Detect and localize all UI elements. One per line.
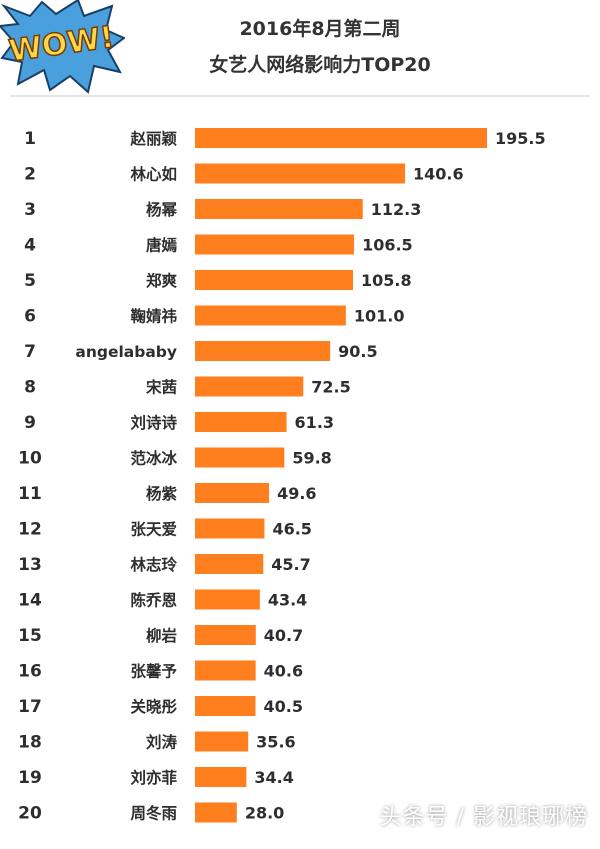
value-label: 72.5 xyxy=(311,378,350,397)
category-label: 范冰冰 xyxy=(130,449,177,468)
category-label: 关晓彤 xyxy=(130,697,177,716)
rank-label: 14 xyxy=(18,591,42,611)
chart-title: 2016年8月第二周 女艺人网络影响力TOP20 xyxy=(120,14,520,80)
rank-label: 19 xyxy=(18,768,42,788)
category-label: 郑爽 xyxy=(146,271,178,290)
value-label: 40.6 xyxy=(264,662,303,681)
value-label: 28.0 xyxy=(245,804,284,823)
wow-logo: WOW! xyxy=(0,0,125,94)
value-label: 34.4 xyxy=(254,768,293,787)
value-label: 90.5 xyxy=(338,342,377,361)
rank-label: 12 xyxy=(18,520,42,540)
bar xyxy=(195,483,270,503)
watermark: 头条号 / 影视琅琊榜 xyxy=(379,805,588,830)
rank-label: 2 xyxy=(24,165,36,185)
bar xyxy=(195,767,247,787)
bar xyxy=(195,234,355,255)
value-label: 106.5 xyxy=(362,236,413,255)
bar xyxy=(195,163,406,184)
rank-label: 7 xyxy=(24,342,36,362)
bar xyxy=(195,660,256,681)
rank-label: 9 xyxy=(24,413,36,433)
rank-label: 6 xyxy=(24,307,36,327)
rank-label: 16 xyxy=(18,662,42,682)
value-label: 105.8 xyxy=(361,271,412,290)
category-label: angelababy xyxy=(75,343,177,361)
bar xyxy=(195,305,346,326)
rank-label: 20 xyxy=(18,804,42,824)
rank-label: 8 xyxy=(24,378,36,398)
category-label: 周冬雨 xyxy=(130,804,177,823)
category-label: 鞠婧祎 xyxy=(130,307,177,326)
value-label: 49.6 xyxy=(277,484,316,503)
rank-label: 3 xyxy=(24,200,36,220)
bar xyxy=(195,376,304,397)
category-label: 杨紫 xyxy=(146,484,178,503)
logo-burst-shape xyxy=(0,0,125,94)
title-divider xyxy=(10,95,590,97)
category-label: 赵丽颖 xyxy=(129,129,177,148)
bar xyxy=(195,589,260,610)
rank-label: 1 xyxy=(24,129,36,149)
category-label: 杨幂 xyxy=(146,200,178,219)
category-label: 林心如 xyxy=(130,165,177,184)
value-label: 40.7 xyxy=(264,626,303,645)
category-label: 宋茜 xyxy=(146,378,177,397)
bar xyxy=(195,518,265,539)
bar xyxy=(195,731,249,752)
category-label: 刘亦菲 xyxy=(130,768,177,787)
bar xyxy=(195,625,256,645)
rank-label: 11 xyxy=(18,484,42,504)
category-label: 唐嫣 xyxy=(146,236,178,255)
value-label: 61.3 xyxy=(295,413,334,432)
category-label: 张馨予 xyxy=(130,662,177,681)
category-label: 林志玲 xyxy=(130,555,177,574)
rank-label: 15 xyxy=(18,626,42,646)
bar xyxy=(195,128,487,148)
rank-label: 10 xyxy=(18,449,42,469)
bar xyxy=(195,270,354,290)
rank-label: 13 xyxy=(18,555,42,575)
value-label: 112.3 xyxy=(371,200,422,219)
rank-label: 5 xyxy=(24,271,36,291)
title-line1: 2016年8月第二周 xyxy=(239,18,401,40)
value-label: 59.8 xyxy=(292,449,331,468)
category-label: 柳岩 xyxy=(146,626,177,645)
category-label: 刘诗诗 xyxy=(130,413,177,432)
value-label: 35.6 xyxy=(256,733,295,752)
value-label: 101.0 xyxy=(354,307,405,326)
category-label: 陈乔恩 xyxy=(130,591,177,610)
bar xyxy=(195,341,331,361)
rank-label: 18 xyxy=(18,733,42,753)
value-label: 140.6 xyxy=(413,165,464,184)
category-label: 张天爱 xyxy=(130,520,177,539)
value-label: 195.5 xyxy=(495,129,546,148)
value-label: 45.7 xyxy=(271,555,310,574)
value-label: 40.5 xyxy=(263,697,302,716)
bar xyxy=(195,447,285,468)
category-label: 刘涛 xyxy=(146,733,178,752)
bar xyxy=(195,412,287,432)
rank-label: 17 xyxy=(18,697,42,717)
value-label: 46.5 xyxy=(272,520,311,539)
title-line2: 女艺人网络影响力TOP20 xyxy=(209,54,431,76)
bar xyxy=(195,696,256,716)
value-label: 43.4 xyxy=(268,591,307,610)
bar xyxy=(195,802,237,823)
rank-label: 4 xyxy=(24,236,36,256)
bar xyxy=(195,199,363,219)
bar xyxy=(195,554,264,574)
